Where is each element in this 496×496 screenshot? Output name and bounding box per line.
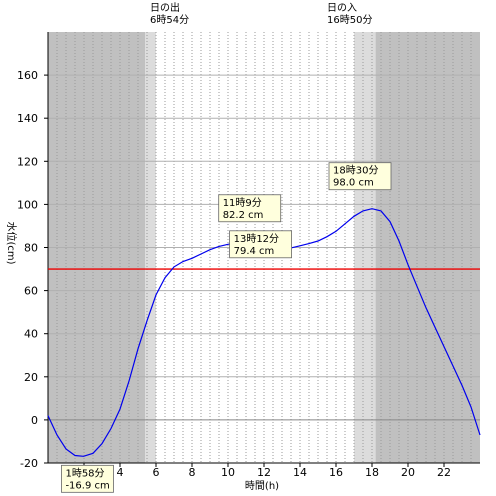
callout: 1時58分-16.9 cm: [61, 464, 114, 493]
x-tick-label: 12: [257, 466, 271, 479]
y-tick-label: 80: [24, 242, 38, 255]
callout-time: 18時30分: [333, 165, 378, 177]
y-tick-label: 100: [17, 198, 38, 211]
axes: -200204060801001201401602468101214161820…: [17, 32, 480, 479]
sunset-label: 日の入: [327, 3, 357, 14]
callout-value: 79.4 cm: [234, 246, 275, 257]
y-tick-label: -20: [20, 457, 38, 470]
callout-box: [229, 230, 293, 259]
x-tick-label: 8: [189, 466, 196, 479]
sunset-time: 16時50分: [327, 14, 372, 26]
x-tick-label: 18: [365, 466, 379, 479]
x-tick-label: 20: [401, 466, 415, 479]
x-tick-label: 4: [117, 466, 124, 479]
y-tick-label: 40: [24, 328, 38, 341]
y-tick-label: 140: [17, 112, 38, 125]
sunrise-time: 6時54分: [150, 14, 189, 26]
callout-value: 98.0 cm: [333, 178, 374, 189]
y-tick-label: 20: [24, 371, 38, 384]
x-tick-label: 22: [437, 466, 451, 479]
callout-value: -16.9 cm: [65, 480, 109, 491]
x-axis-label: 時間(h): [245, 480, 279, 492]
callout-time: 1時58分: [65, 467, 104, 479]
sunrise-label: 日の出: [150, 1, 180, 14]
callout-box: [61, 464, 114, 493]
x-tick-label: 14: [293, 466, 307, 479]
callout-box: [218, 194, 282, 223]
callout-time: 11時9分: [223, 197, 262, 209]
y-tick-label: 60: [24, 285, 38, 298]
callout-time: 13時12分: [234, 233, 279, 245]
y-tick-label: 120: [17, 155, 38, 168]
callout-box: [328, 162, 392, 191]
y-axis-label: 水位(cm): [5, 221, 18, 264]
y-tick-label: 160: [17, 69, 38, 82]
x-tick-label: 10: [221, 466, 235, 479]
x-tick-label: 16: [329, 466, 343, 479]
y-tick-label: 0: [31, 414, 38, 427]
callout-value: 82.2 cm: [223, 210, 264, 221]
x-tick-label: 6: [153, 466, 160, 479]
